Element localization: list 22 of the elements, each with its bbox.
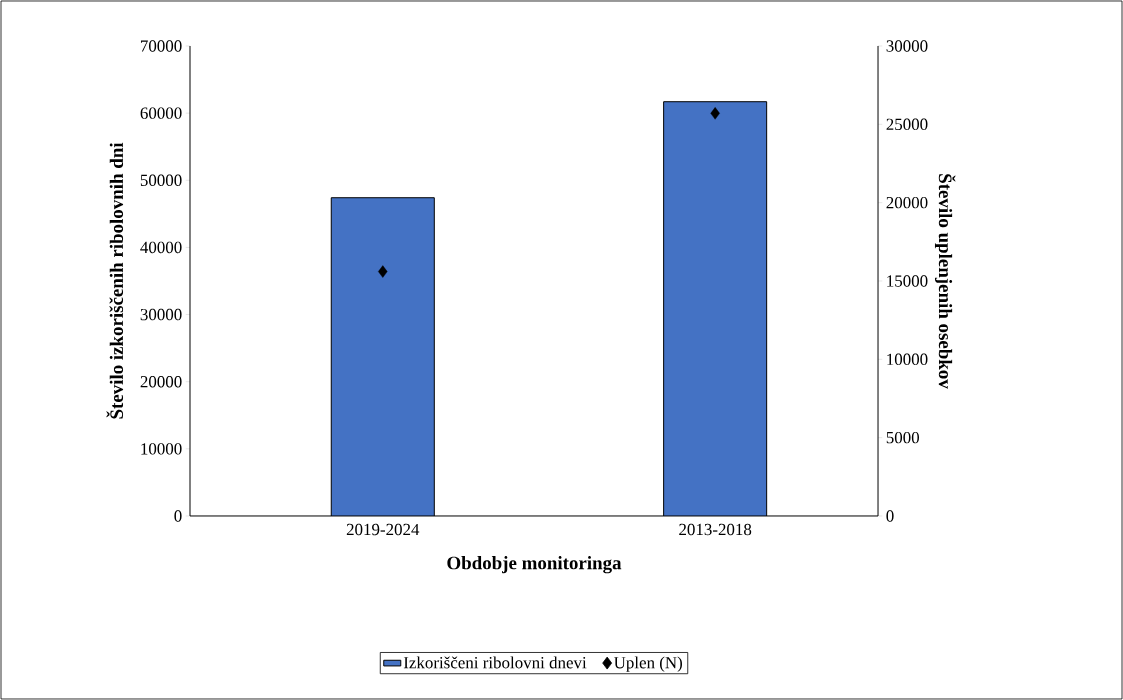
y2-axis-title: Število uplenjenih osebkov bbox=[934, 174, 956, 389]
y2-tick-label: 15000 bbox=[887, 275, 928, 287]
y-axis-title: Število izkoriščenih ribolovnih dni bbox=[106, 142, 124, 419]
y-tick-label: 60000 bbox=[140, 107, 182, 119]
y2-tick-label: 10000 bbox=[887, 353, 928, 366]
y2-tick-label: 25000 bbox=[886, 118, 928, 131]
y-tick-label: 0 bbox=[174, 510, 182, 522]
y-tick-label: 70000 bbox=[141, 40, 182, 52]
y2-tick-label: 30000 bbox=[886, 40, 928, 52]
y-tick-label: 40000 bbox=[140, 241, 182, 254]
y2-tick-label: 5000 bbox=[886, 431, 920, 444]
y-tick-label: 50000 bbox=[140, 174, 182, 186]
y-tick-label: 10000 bbox=[141, 443, 182, 455]
x-tick-label: 2013-2018 bbox=[679, 523, 752, 536]
legend-label: Uplen (N) bbox=[614, 656, 683, 672]
y-tick-label: 20000 bbox=[140, 375, 182, 388]
y-tick-label: 30000 bbox=[140, 308, 182, 321]
y2-tick-label: 20000 bbox=[886, 196, 928, 209]
y2-tick-label: 0 bbox=[886, 510, 894, 522]
x-tick-label: 2019-2024 bbox=[346, 523, 420, 536]
x-axis-title: Obdobje monitoringa bbox=[447, 556, 622, 574]
legend-label: Izkoriščeni ribolovni dnevi bbox=[403, 656, 587, 669]
